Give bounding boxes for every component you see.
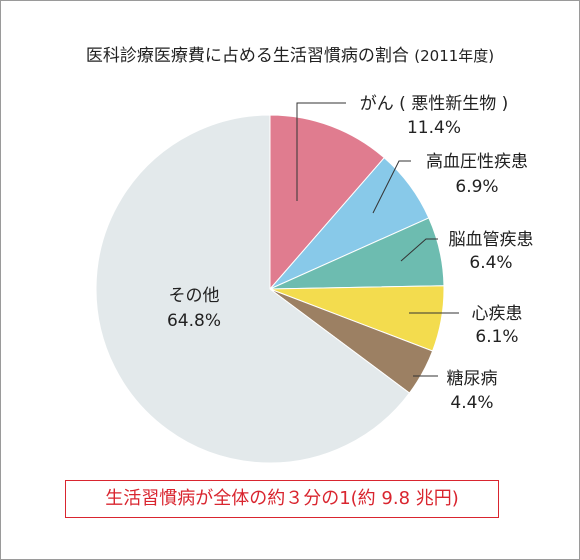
slice-value-label: 64.8% xyxy=(167,311,221,331)
slice-label: 心疾患 xyxy=(472,304,523,324)
leader-line xyxy=(372,160,411,214)
slice-label: 高血圧性疾患 xyxy=(426,152,528,172)
chart-subtitle: (2011年度) xyxy=(414,47,495,65)
pie-slices xyxy=(95,114,445,464)
slice-value-label: 11.4% xyxy=(407,118,461,138)
slice-value-label: 6.4% xyxy=(469,253,512,273)
pie-slice xyxy=(269,114,385,291)
chart-title-line: 医科診療医療費に占める生活習慣病の割合 (2011年度) xyxy=(1,41,579,66)
slice-label: その他 xyxy=(169,286,220,306)
leader-lines xyxy=(296,102,459,377)
summary-note: 生活習慣病が全体の約３分の1(約 9.8 兆円) xyxy=(65,480,499,518)
slice-value-label: 6.1% xyxy=(475,327,518,347)
leader-line xyxy=(296,102,346,201)
slice-labels: がん ( 悪性新生物 ) 11.4% 高血圧性疾患 6.9% 脳血管疾患 6.4% 心疾患 6… xyxy=(167,94,534,413)
slice-label: 糖尿病 xyxy=(447,369,498,389)
chart-title: 医科診療医療費に占める生活習慣病の割合 xyxy=(85,46,409,66)
leader-line xyxy=(400,238,438,262)
slice-value-label: 4.4% xyxy=(450,393,493,413)
slice-label: がん ( 悪性新生物 ) xyxy=(360,94,508,114)
slice-label: 脳血管疾患 xyxy=(449,230,534,250)
slice-value-label: 6.9% xyxy=(455,177,498,197)
pie-slice xyxy=(95,114,411,464)
